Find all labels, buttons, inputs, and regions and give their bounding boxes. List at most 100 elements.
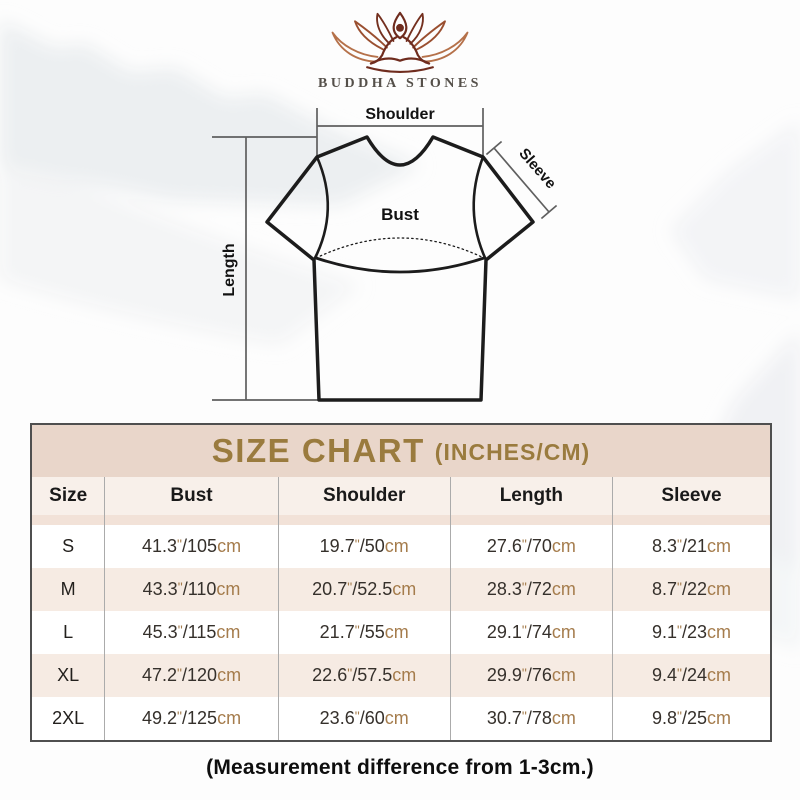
inch-value: 22.6	[312, 665, 348, 685]
inch-value: 30.7	[486, 708, 522, 728]
tshirt-outline	[265, 135, 535, 402]
cm-value: /110	[182, 579, 217, 599]
table-row-xl: XL 47.2 "/120 cm 22.6 "/57.5 cm 29.9 "/76 cm 9.4 " /…	[32, 654, 770, 697]
inch-mark: "	[521, 579, 527, 595]
sleeve-measurement-cell: 8.3 "/21 cm	[612, 525, 770, 568]
inch-value: 20.7	[312, 579, 348, 599]
length-measurement-cell: 28.3 "/72 cm	[449, 568, 612, 611]
inch-mark: "	[347, 665, 353, 681]
cm-label: cm	[707, 579, 732, 599]
cm-value: /76	[526, 665, 552, 685]
size-cell: XL	[57, 665, 80, 685]
cm-value: /55	[359, 622, 385, 642]
sleeve-measurement-cell: 9.8 "/25 cm	[612, 697, 770, 740]
inch-value: 28.3	[486, 579, 522, 599]
size-cell: L	[63, 622, 74, 642]
inch-value: 21.7	[319, 622, 355, 642]
inch-mark: "	[354, 708, 360, 724]
bust-measurement-cell: 45.3 "/115 cm	[104, 611, 277, 654]
cm-label: cm	[392, 579, 417, 599]
inch-mark: "	[677, 708, 682, 724]
inch-value: 45.3	[142, 622, 178, 642]
cm-value: /23	[682, 622, 708, 642]
cm-value: /70	[526, 536, 552, 556]
size-cell: 2XL	[52, 708, 85, 728]
cm-label: cm	[216, 579, 241, 599]
brand-name: BUDDHA STONES	[318, 76, 482, 91]
column-header-length: Length	[449, 477, 612, 515]
cm-value: /52.5	[352, 579, 393, 599]
measurement-footnote: (Measurement difference from 1-3cm.)	[206, 756, 594, 779]
inch-value: 23.6	[319, 708, 355, 728]
shoulder-measurement-cell: 23.6 "/60 cm	[277, 697, 450, 740]
shoulder-measurement-cell: 22.6 "/57.5 cm	[277, 654, 450, 697]
bust-dotted-line	[315, 237, 485, 259]
inch-mark: "	[354, 622, 360, 638]
cm-label: cm	[384, 536, 409, 556]
table-header-row: Size Bust Shoulder Length Sleeve	[32, 477, 770, 515]
cm-value: /120	[182, 665, 218, 685]
size-cell: S	[62, 536, 75, 556]
inch-mark: "	[521, 665, 527, 681]
size-chart-title-suffix: (INCHES/CM)	[434, 439, 591, 465]
inch-mark: "	[347, 579, 353, 595]
cm-value: /74	[526, 622, 552, 642]
length-measurement-cell: 29.1 "/74 cm	[449, 611, 612, 654]
length-measurement-cell: 29.9 "/76 cm	[449, 654, 612, 697]
cm-label: cm	[707, 708, 732, 728]
cm-label: cm	[551, 536, 576, 556]
inch-mark: "	[521, 622, 527, 638]
inch-mark: "	[177, 622, 183, 638]
sleeve-measurement-cell: 9.1 "/23 cm	[612, 611, 770, 654]
inch-value: 9.4	[651, 665, 678, 685]
length-measurement-cell: 30.7 "/78 cm	[449, 697, 612, 740]
cm-value: /72	[526, 579, 552, 599]
divider-strip-cell	[104, 515, 277, 525]
column-header-bust: Bust	[104, 477, 277, 515]
header-divider-strip	[32, 515, 770, 525]
cm-label: cm	[707, 536, 732, 556]
inch-mark: "	[177, 708, 183, 724]
inch-value: 9.8	[651, 708, 678, 728]
inch-value: 49.2	[141, 708, 178, 728]
divider-strip-cell	[612, 515, 770, 525]
column-header-shoulder: Shoulder	[277, 477, 450, 515]
tshirt-measurement-diagram: Shoulder Bust Length Sleeve	[212, 106, 559, 402]
table-row-m: M 43.3 "/110 cm 20.7 "/52.5 cm 28.3 "/72 cm 8.7 "/2…	[32, 568, 770, 611]
bust-measurement-cell: 41.3 "/105 cm	[104, 525, 277, 568]
size-chart-title: SIZE CHART	[211, 432, 425, 469]
length-label: Length	[221, 243, 238, 296]
cm-value: /60	[359, 708, 385, 728]
cm-value: /24	[682, 665, 708, 685]
cm-label: cm	[384, 622, 409, 642]
inch-mark: "	[677, 665, 682, 681]
inch-value: 43.3	[142, 579, 178, 599]
cm-value: /22	[682, 579, 708, 599]
inch-value: 27.6	[486, 536, 522, 556]
bust-label: Bust	[381, 205, 419, 224]
cm-label: cm	[216, 622, 241, 642]
inch-mark: "	[177, 665, 183, 681]
cm-value: /25	[682, 708, 708, 728]
cm-value: /50	[359, 536, 385, 556]
inch-mark: "	[354, 536, 360, 552]
cm-value: /78	[526, 708, 552, 728]
cm-label: cm	[551, 665, 576, 685]
cm-label: cm	[551, 708, 576, 728]
cm-label: cm	[217, 536, 242, 556]
table-row-l: L 45.3 "/115 cm 21.7 "/55 cm 29.1 "/74 cm 9.1 "/23 c…	[32, 611, 770, 654]
cm-value: /21	[682, 536, 708, 556]
lotus-meditation-icon	[331, 11, 469, 73]
inch-mark: "	[521, 536, 527, 552]
cm-label: cm	[217, 665, 242, 685]
cm-label: cm	[217, 708, 242, 728]
inch-value: 8.3	[651, 536, 678, 556]
cm-value: /105	[182, 536, 218, 556]
size-cell: M	[60, 579, 76, 599]
cm-label: cm	[384, 708, 409, 728]
inch-mark: "	[177, 579, 183, 595]
inch-value: 29.1	[486, 622, 522, 642]
table-body: S 41.3 "/105 cm 19.7 "/50 cm 27.6 "/70 cm 8.3 "/21 c…	[32, 525, 770, 740]
divider-strip-cell	[277, 515, 450, 525]
inch-value: 29.9	[486, 665, 522, 685]
